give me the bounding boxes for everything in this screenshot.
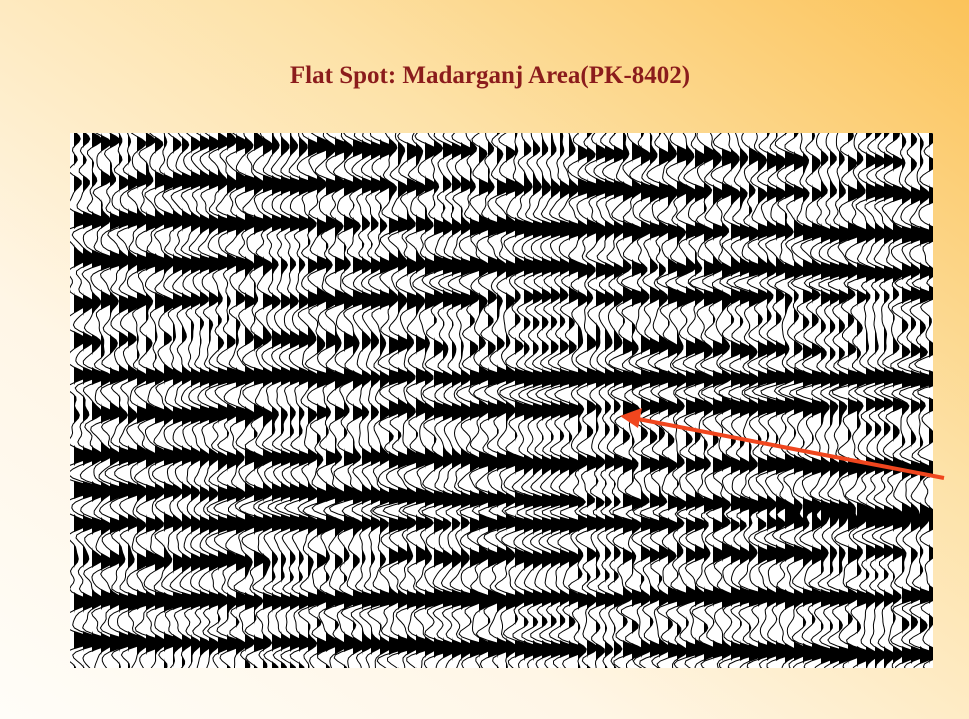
- slide: Flat Spot: Madarganj Area(PK-8402): [0, 0, 969, 719]
- seismic-figure: [0, 0, 969, 719]
